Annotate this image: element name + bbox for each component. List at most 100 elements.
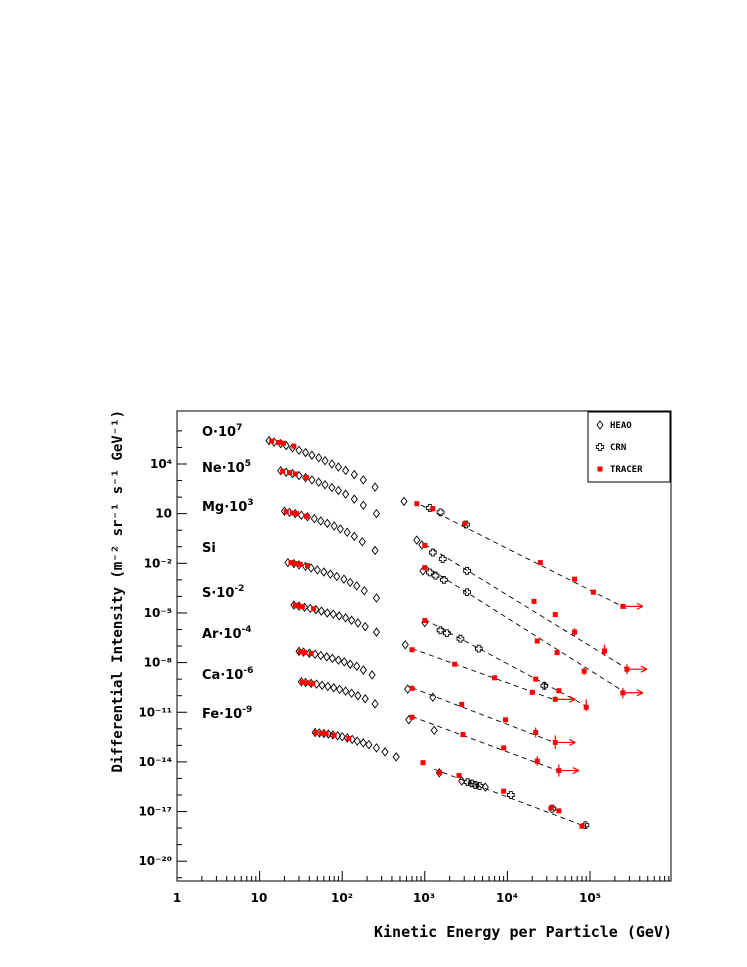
tracer-point (581, 668, 587, 674)
tracer-point (269, 438, 275, 444)
crn-point (438, 555, 447, 563)
tracer-point (318, 730, 324, 736)
heao-point (350, 531, 358, 542)
tracer-point (462, 521, 468, 527)
heao-point (372, 627, 381, 637)
fit-line (424, 543, 630, 671)
heao-point (354, 690, 362, 701)
tracer-point (531, 598, 537, 604)
tracer-point (311, 606, 317, 612)
element-label: Si (202, 541, 216, 556)
heao-point (401, 639, 409, 650)
heao-point (328, 482, 336, 493)
tracer-point (590, 589, 596, 595)
y-tick-label: 10⁻²⁰ (138, 854, 172, 868)
heao-point (310, 513, 318, 524)
tracer-point (276, 439, 282, 445)
x-tick-label: 10 (251, 891, 268, 905)
tracer-point (533, 676, 539, 682)
heao-point (372, 593, 381, 603)
crn-point (475, 782, 484, 790)
y-tick-label: 10 (155, 507, 172, 521)
tracer-point (294, 511, 300, 517)
element-label: Fe·10-9 (202, 705, 252, 722)
tracer-point (452, 661, 458, 667)
tracer-point (436, 769, 442, 775)
tracer-point (308, 651, 314, 657)
element-series (265, 435, 644, 610)
heao-point (343, 527, 351, 538)
heao-point (338, 732, 346, 742)
crn-point (581, 821, 590, 830)
crn-point (596, 443, 604, 451)
y-tick-label: 10⁻¹⁷ (138, 805, 172, 819)
heao-point (358, 537, 366, 547)
tracer-point (548, 805, 554, 811)
tracer-point (409, 647, 415, 653)
tracer-point (572, 629, 578, 635)
heao-point (317, 516, 325, 526)
fit-line (411, 648, 558, 702)
fit-line (411, 687, 558, 744)
tracer-point (456, 773, 462, 779)
heao-point (365, 739, 373, 750)
element-series (277, 465, 648, 675)
tracer-point (556, 688, 562, 694)
x-tick-label: 10⁵ (579, 891, 601, 905)
heao-point (336, 684, 344, 695)
element-series (290, 600, 576, 703)
heao-point (350, 494, 358, 504)
heao-point (301, 447, 310, 458)
element-label: Mg·103 (202, 498, 254, 515)
tracer-point (323, 731, 329, 737)
tracer-point (492, 675, 498, 681)
legend-label: CRN (610, 443, 626, 453)
tracer-point (422, 542, 428, 548)
heao-point (295, 445, 303, 455)
element-label: S·10-2 (202, 584, 244, 601)
x-tick-label: 10⁴ (496, 891, 518, 905)
element-series (297, 676, 580, 777)
tracer-point (291, 443, 297, 449)
tracer-point (292, 602, 298, 608)
heao-point (371, 699, 379, 709)
heao-point (348, 615, 356, 626)
tracer-point (409, 685, 415, 691)
heao-point (372, 743, 381, 753)
arrow-head (569, 738, 576, 746)
heao-point (330, 521, 338, 531)
heao-point (318, 680, 326, 690)
heao-point (359, 738, 367, 748)
tracer-point (295, 603, 301, 609)
tracer-point (304, 513, 310, 519)
arrow-head (636, 689, 644, 697)
tracer-point (533, 729, 539, 735)
heao-point (321, 479, 329, 490)
heao-point (317, 606, 325, 616)
heao-point (392, 752, 400, 762)
crn-point (506, 791, 515, 799)
tracer-point (297, 561, 303, 567)
heao-point (313, 565, 321, 575)
arrow-head (569, 695, 576, 703)
tracer-point (280, 468, 286, 474)
heao-point (361, 694, 369, 704)
heao-point (308, 450, 316, 460)
legend-label: HEAO (610, 421, 632, 431)
heao-point (340, 657, 348, 667)
heao-point (317, 650, 325, 661)
tracer-point (554, 650, 560, 656)
heao-point (348, 688, 356, 699)
heao-point (359, 665, 367, 675)
crn-point (428, 548, 437, 557)
heao-point (429, 692, 437, 703)
legend-label: TRACER (610, 465, 643, 475)
element-label: O·107 (202, 423, 242, 440)
fit-line (424, 565, 626, 694)
crn-point (474, 644, 483, 653)
heao-point (458, 776, 466, 786)
legend: HEAO CRN TRACER (587, 411, 671, 483)
heao-point (334, 655, 342, 665)
tracer-point (556, 808, 562, 814)
